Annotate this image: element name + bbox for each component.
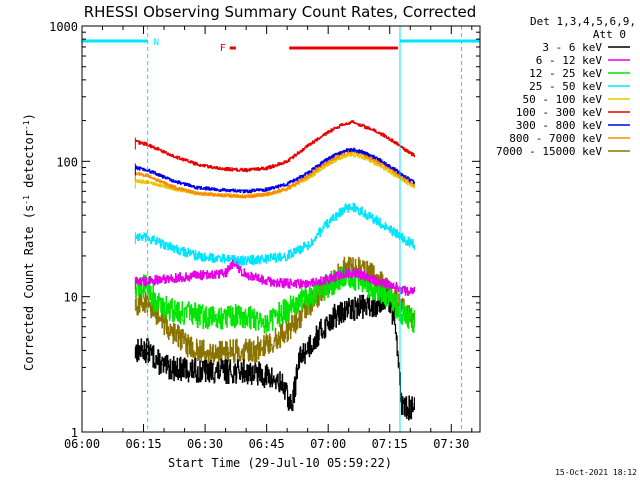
legend-label: 300 - 800 keV xyxy=(516,119,602,132)
legend-label: 25 - 50 keV xyxy=(529,80,602,93)
flare-flag-label: F xyxy=(220,43,226,54)
series-line-3 xyxy=(135,202,415,266)
y-tick-label: 1000 xyxy=(49,20,78,34)
legend-label: 6 - 12 keV xyxy=(536,54,603,67)
plot-frame xyxy=(81,25,481,433)
y-axis-label: Corrected Count Rate (s-1 detector-1) xyxy=(22,113,37,371)
x-tick-label: 06:30 xyxy=(187,437,223,451)
x-axis-label: Start Time (29-Jul-10 05:59:22) xyxy=(168,456,392,470)
x-tick-label: 06:00 xyxy=(64,437,100,451)
legend-label: 12 - 25 keV xyxy=(529,67,602,80)
series-layer xyxy=(134,120,415,421)
series-line-7 xyxy=(135,149,415,199)
y-tick-label: 100 xyxy=(56,155,78,169)
series-line-5 xyxy=(135,120,415,173)
legend-header-line1: Det 1,3,4,5,6,9, xyxy=(530,15,636,28)
footer-date: 15-Oct-2021 18:12 xyxy=(555,468,637,477)
x-tick-label: 07:30 xyxy=(433,437,469,451)
y-tick-label: 10 xyxy=(64,291,78,305)
x-tick-label: 07:00 xyxy=(310,437,346,451)
x-tick-label: 07:15 xyxy=(372,437,408,451)
night-flag-label: N xyxy=(154,38,159,48)
legend-label: 100 - 300 keV xyxy=(516,106,602,119)
legend-label: 7000 - 15000 keV xyxy=(496,145,602,158)
legend-label: 800 - 7000 keV xyxy=(509,132,602,145)
series-line-6 xyxy=(135,147,415,194)
x-tick-label: 06:45 xyxy=(249,437,285,451)
chart-title: RHESSI Observing Summary Count Rates, Co… xyxy=(84,3,477,21)
y-tick-label: 1 xyxy=(71,426,78,440)
legend-label: 3 - 6 keV xyxy=(542,41,602,54)
legend-label: 50 - 100 keV xyxy=(523,93,603,106)
legend-header-line2: Att 0 xyxy=(593,28,626,41)
x-tick-label: 06:15 xyxy=(125,437,161,451)
series-line-1 xyxy=(135,258,415,296)
series-line-8 xyxy=(135,256,415,366)
axis-layer: 06:00 06:15 06:30 06:45 07:00 07:15 07:30 1 10 10… xyxy=(49,20,481,451)
